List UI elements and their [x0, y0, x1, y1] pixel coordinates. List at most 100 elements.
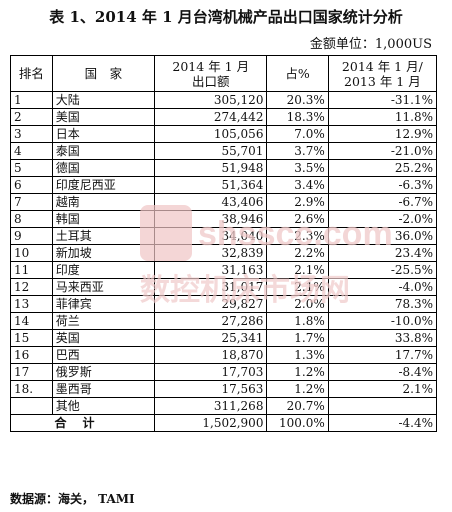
cell-value: 25,341: [154, 329, 268, 347]
table-row: 9 土耳其 34,040 2.3% 36.0%: [10, 227, 438, 245]
cell-share: 2.0%: [266, 295, 329, 313]
cell-country: 土耳其: [51, 227, 156, 245]
cell-change: 36.0%: [327, 227, 438, 245]
cell-change: -10.0%: [327, 312, 438, 330]
table-row: 8 韩国 38,946 2.6% -2.0%: [10, 210, 438, 228]
cell-rank: 10: [10, 244, 53, 262]
cell-country: 韩国: [51, 210, 156, 228]
cell-share: 1.2%: [266, 380, 329, 398]
cell-change: 17.7%: [327, 346, 438, 364]
table-row: 17 俄罗斯 17,703 1.2% -8.4%: [10, 363, 438, 381]
cell-rank: 15: [10, 329, 53, 347]
cell-share: 1.3%: [266, 346, 329, 364]
unit-note: 金额单位：1,000US: [309, 37, 432, 52]
cell-value: 55,701: [154, 142, 268, 160]
cell-rank: 1: [10, 91, 53, 109]
cell-country: 泰国: [51, 142, 156, 160]
source-note: 数据源：海关， TAMI: [10, 492, 135, 506]
table-row: 7 越南 43,406 2.9% -6.7%: [10, 193, 438, 211]
cell-share: 20.7%: [266, 397, 329, 415]
table-row: 2 美国 274,442 18.3% 11.8%: [10, 108, 438, 126]
cell-rank: 18.: [10, 380, 53, 398]
table-header-row: 排名 国 家 2014 年 1 月出口额 占% 2014 年 1 月/2013 …: [10, 55, 438, 92]
cell-rank: [10, 397, 53, 415]
cell-share: 3.5%: [266, 159, 329, 177]
cell-value: 38,946: [154, 210, 268, 228]
table-row: 16 巴西 18,870 1.3% 17.7%: [10, 346, 438, 364]
total-share: 100.0%: [266, 414, 329, 432]
cell-rank: 7: [10, 193, 53, 211]
cell-change: -6.7%: [327, 193, 438, 211]
cell-share: 2.6%: [266, 210, 329, 228]
cell-rank: 17: [10, 363, 53, 381]
cell-share: 1.7%: [266, 329, 329, 347]
cell-share: 20.3%: [266, 91, 329, 109]
cell-value: 32,839: [154, 244, 268, 262]
cell-share: 2.3%: [266, 227, 329, 245]
cell-value: 31,163: [154, 261, 268, 279]
cell-change: [327, 397, 438, 415]
cell-country: 新加坡: [51, 244, 156, 262]
cell-value: 311,268: [154, 397, 268, 415]
cell-country: 美国: [51, 108, 156, 126]
cell-rank: 14: [10, 312, 53, 330]
cell-change: 33.8%: [327, 329, 438, 347]
cell-change: -31.1%: [327, 91, 438, 109]
cell-change: 23.4%: [327, 244, 438, 262]
cell-country: 墨西哥: [51, 380, 156, 398]
cell-value: 274,442: [154, 108, 268, 126]
cell-change: 12.9%: [327, 125, 438, 143]
table-row: 其他 311,268 20.7%: [10, 397, 438, 415]
cell-value: 31,017: [154, 278, 268, 296]
cell-value: 34,040: [154, 227, 268, 245]
cell-value: 305,120: [154, 91, 268, 109]
cell-country: 俄罗斯: [51, 363, 156, 381]
cell-rank: 4: [10, 142, 53, 160]
cell-share: 2.9%: [266, 193, 329, 211]
table-row: 13 菲律宾 29,827 2.0% 78.3%: [10, 295, 438, 313]
total-change: -4.4%: [327, 414, 438, 432]
table-row: 5 德国 51,948 3.5% 25.2%: [10, 159, 438, 177]
cell-value: 17,563: [154, 380, 268, 398]
table-row: 4 泰国 55,701 3.7% -21.0%: [10, 142, 438, 160]
cell-share: 3.7%: [266, 142, 329, 160]
cell-value: 43,406: [154, 193, 268, 211]
cell-rank: 13: [10, 295, 53, 313]
cell-value: 51,948: [154, 159, 268, 177]
cell-rank: 8: [10, 210, 53, 228]
cell-value: 29,827: [154, 295, 268, 313]
cell-country: 其他: [51, 397, 156, 415]
table-row: 10 新加坡 32,839 2.2% 23.4%: [10, 244, 438, 262]
cell-value: 51,364: [154, 176, 268, 194]
header-rank: 排名: [10, 55, 53, 92]
header-country: 国 家: [51, 55, 156, 92]
table-total-row: 合计 1,502,900 100.0% -4.4%: [9, 414, 438, 432]
cell-rank: 16: [10, 346, 53, 364]
cell-change: -2.0%: [327, 210, 438, 228]
cell-change: 78.3%: [327, 295, 438, 313]
cell-country: 马来西亚: [51, 278, 156, 296]
cell-change: 2.1%: [327, 380, 438, 398]
table-row: 12 马来西亚 31,017 2.1% -4.0%: [10, 278, 438, 296]
cell-country: 日本: [51, 125, 156, 143]
cell-change: -4.0%: [327, 278, 438, 296]
cell-share: 2.1%: [266, 278, 329, 296]
cell-country: 大陆: [51, 91, 156, 109]
page-title: 表 1、2014 年 1 月台湾机械产品出口国家统计分析: [49, 8, 403, 26]
cell-share: 3.4%: [266, 176, 329, 194]
cell-change: 11.8%: [327, 108, 438, 126]
table-row: 11 印度 31,163 2.1% -25.5%: [10, 261, 438, 279]
cell-value: 27,286: [154, 312, 268, 330]
export-table: 排名 国 家 2014 年 1 月出口额 占% 2014 年 1 月/2013 …: [9, 55, 438, 432]
table-row: 6 印度尼西亚 51,364 3.4% -6.3%: [10, 176, 438, 194]
cell-share: 1.2%: [266, 363, 329, 381]
cell-rank: 9: [10, 227, 53, 245]
cell-change: -8.4%: [327, 363, 438, 381]
cell-rank: 12: [10, 278, 53, 296]
cell-country: 印度: [51, 261, 156, 279]
cell-country: 菲律宾: [51, 295, 156, 313]
table-row: 3 日本 105,056 7.0% 12.9%: [10, 125, 438, 143]
table-row: 18. 墨西哥 17,563 1.2% 2.1%: [10, 380, 438, 398]
cell-rank: 11: [10, 261, 53, 279]
table-row: 15 英国 25,341 1.7% 33.8%: [10, 329, 438, 347]
